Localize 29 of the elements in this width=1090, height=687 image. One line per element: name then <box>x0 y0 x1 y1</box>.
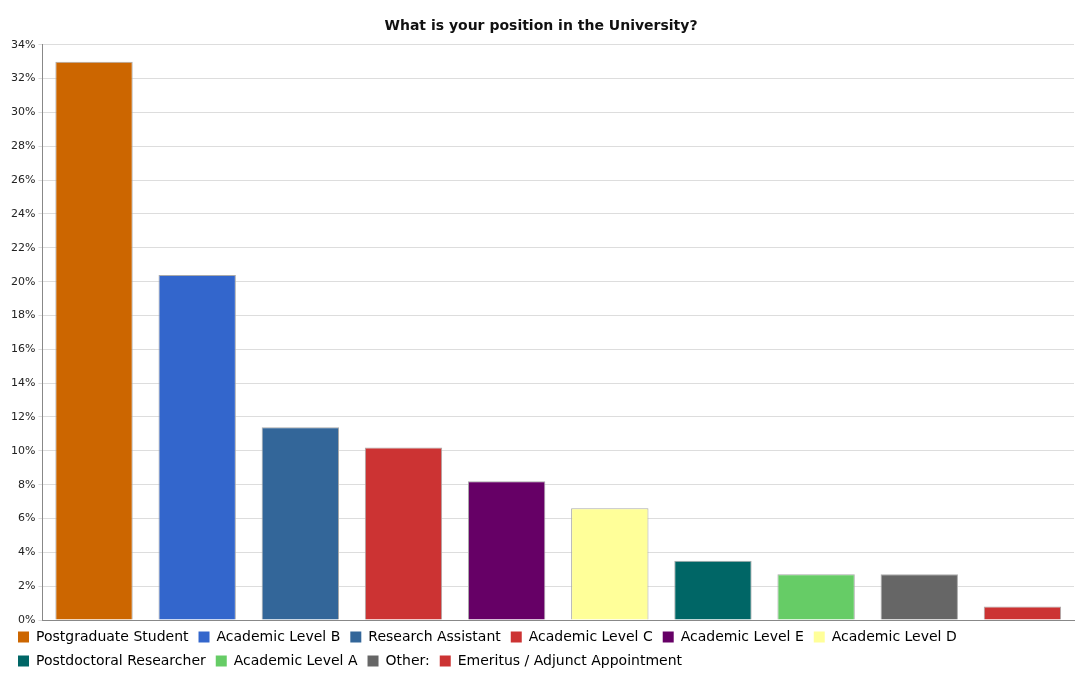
legend-label: Research Assistant <box>368 627 502 644</box>
y-tick-label: 16% <box>11 342 36 356</box>
y-tick-label: 34% <box>11 37 36 51</box>
y-tick-label: 0% <box>18 612 36 626</box>
legend-label: Postgraduate Student <box>36 627 190 644</box>
legend-label: Other: <box>385 651 430 668</box>
y-tick-label: 8% <box>18 477 36 491</box>
y-tick-label: 10% <box>11 443 36 457</box>
legend-label: Academic Level C <box>528 627 653 644</box>
y-tick-label: 6% <box>18 511 36 525</box>
legend-label: Academic Level D <box>831 627 957 644</box>
y-tick-label: 18% <box>11 308 36 322</box>
y-tick-label: 26% <box>11 173 36 186</box>
legend-label: Academic Level B <box>216 627 341 644</box>
y-tick-label: 14% <box>11 376 36 390</box>
y-tick-label: 12% <box>11 409 36 423</box>
chart-title: What is your position in the University? <box>384 17 698 34</box>
y-tick-label: 22% <box>11 240 36 254</box>
y-tick-label: 30% <box>11 105 36 119</box>
legend-label: Postdoctoral Researcher <box>36 651 206 668</box>
y-tick-label: 4% <box>18 545 36 559</box>
legend-label: Emeritus / Adjunct Appointment <box>457 651 683 668</box>
legend-label: Academic Level E <box>680 627 804 644</box>
y-tick-label: 32% <box>11 71 36 85</box>
y-tick-label: 24% <box>11 206 36 220</box>
legend-label: Academic Level A <box>233 651 358 668</box>
y-tick-label: 20% <box>11 274 36 288</box>
y-tick-label: 2% <box>18 579 36 593</box>
y-tick-label: 28% <box>11 139 36 153</box>
